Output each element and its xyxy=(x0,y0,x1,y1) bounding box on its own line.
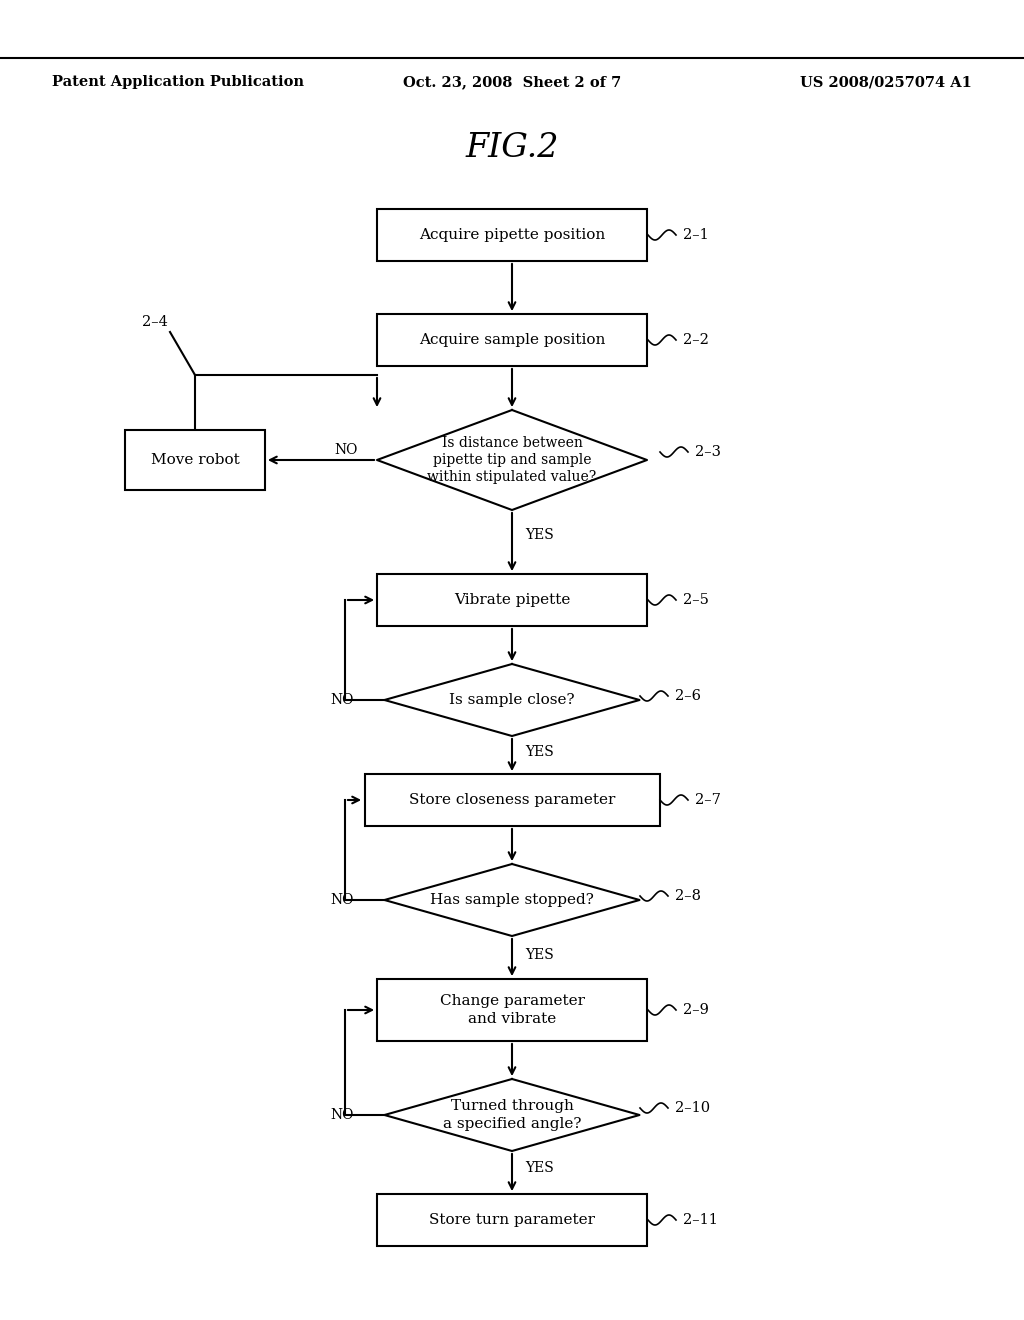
FancyBboxPatch shape xyxy=(377,209,647,261)
Text: Change parameter
and vibrate: Change parameter and vibrate xyxy=(439,994,585,1026)
Text: 2–3: 2–3 xyxy=(695,445,721,459)
Text: 2–5: 2–5 xyxy=(683,593,709,607)
Text: NO: NO xyxy=(331,894,354,907)
Text: US 2008/0257074 A1: US 2008/0257074 A1 xyxy=(800,75,972,88)
Text: Patent Application Publication: Patent Application Publication xyxy=(52,75,304,88)
Polygon shape xyxy=(384,1078,640,1151)
Text: Oct. 23, 2008  Sheet 2 of 7: Oct. 23, 2008 Sheet 2 of 7 xyxy=(402,75,622,88)
Text: Turned through
a specified angle?: Turned through a specified angle? xyxy=(442,1100,582,1131)
FancyBboxPatch shape xyxy=(377,1195,647,1246)
Polygon shape xyxy=(377,411,647,510)
Polygon shape xyxy=(384,664,640,737)
FancyBboxPatch shape xyxy=(377,574,647,626)
Text: 2–9: 2–9 xyxy=(683,1003,709,1016)
Text: Has sample stopped?: Has sample stopped? xyxy=(430,894,594,907)
Text: Acquire pipette position: Acquire pipette position xyxy=(419,228,605,242)
Text: 2–8: 2–8 xyxy=(675,888,701,903)
Text: 2–11: 2–11 xyxy=(683,1213,718,1228)
Text: 2–4: 2–4 xyxy=(142,315,168,329)
FancyBboxPatch shape xyxy=(365,774,659,826)
FancyBboxPatch shape xyxy=(377,979,647,1041)
Text: 2–10: 2–10 xyxy=(675,1101,710,1115)
Polygon shape xyxy=(384,865,640,936)
Text: YES: YES xyxy=(525,528,554,543)
Text: NO: NO xyxy=(335,444,358,457)
Text: NO: NO xyxy=(331,1107,354,1122)
Text: 2–6: 2–6 xyxy=(675,689,701,704)
Text: 2–2: 2–2 xyxy=(683,333,709,347)
FancyBboxPatch shape xyxy=(125,430,265,490)
Text: Is distance between
pipette tip and sample
within stipulated value?: Is distance between pipette tip and samp… xyxy=(427,436,597,484)
Text: NO: NO xyxy=(331,693,354,708)
Text: YES: YES xyxy=(525,744,554,759)
FancyBboxPatch shape xyxy=(377,314,647,366)
Text: Vibrate pipette: Vibrate pipette xyxy=(454,593,570,607)
Text: Move robot: Move robot xyxy=(151,453,240,467)
Text: Store closeness parameter: Store closeness parameter xyxy=(409,793,615,807)
Text: YES: YES xyxy=(525,948,554,962)
Text: Acquire sample position: Acquire sample position xyxy=(419,333,605,347)
Text: Is sample close?: Is sample close? xyxy=(450,693,574,708)
Text: Store turn parameter: Store turn parameter xyxy=(429,1213,595,1228)
Text: 2–7: 2–7 xyxy=(695,793,721,807)
Text: YES: YES xyxy=(525,1162,554,1175)
Text: FIG.2: FIG.2 xyxy=(465,132,559,164)
Text: 2–1: 2–1 xyxy=(683,228,709,242)
